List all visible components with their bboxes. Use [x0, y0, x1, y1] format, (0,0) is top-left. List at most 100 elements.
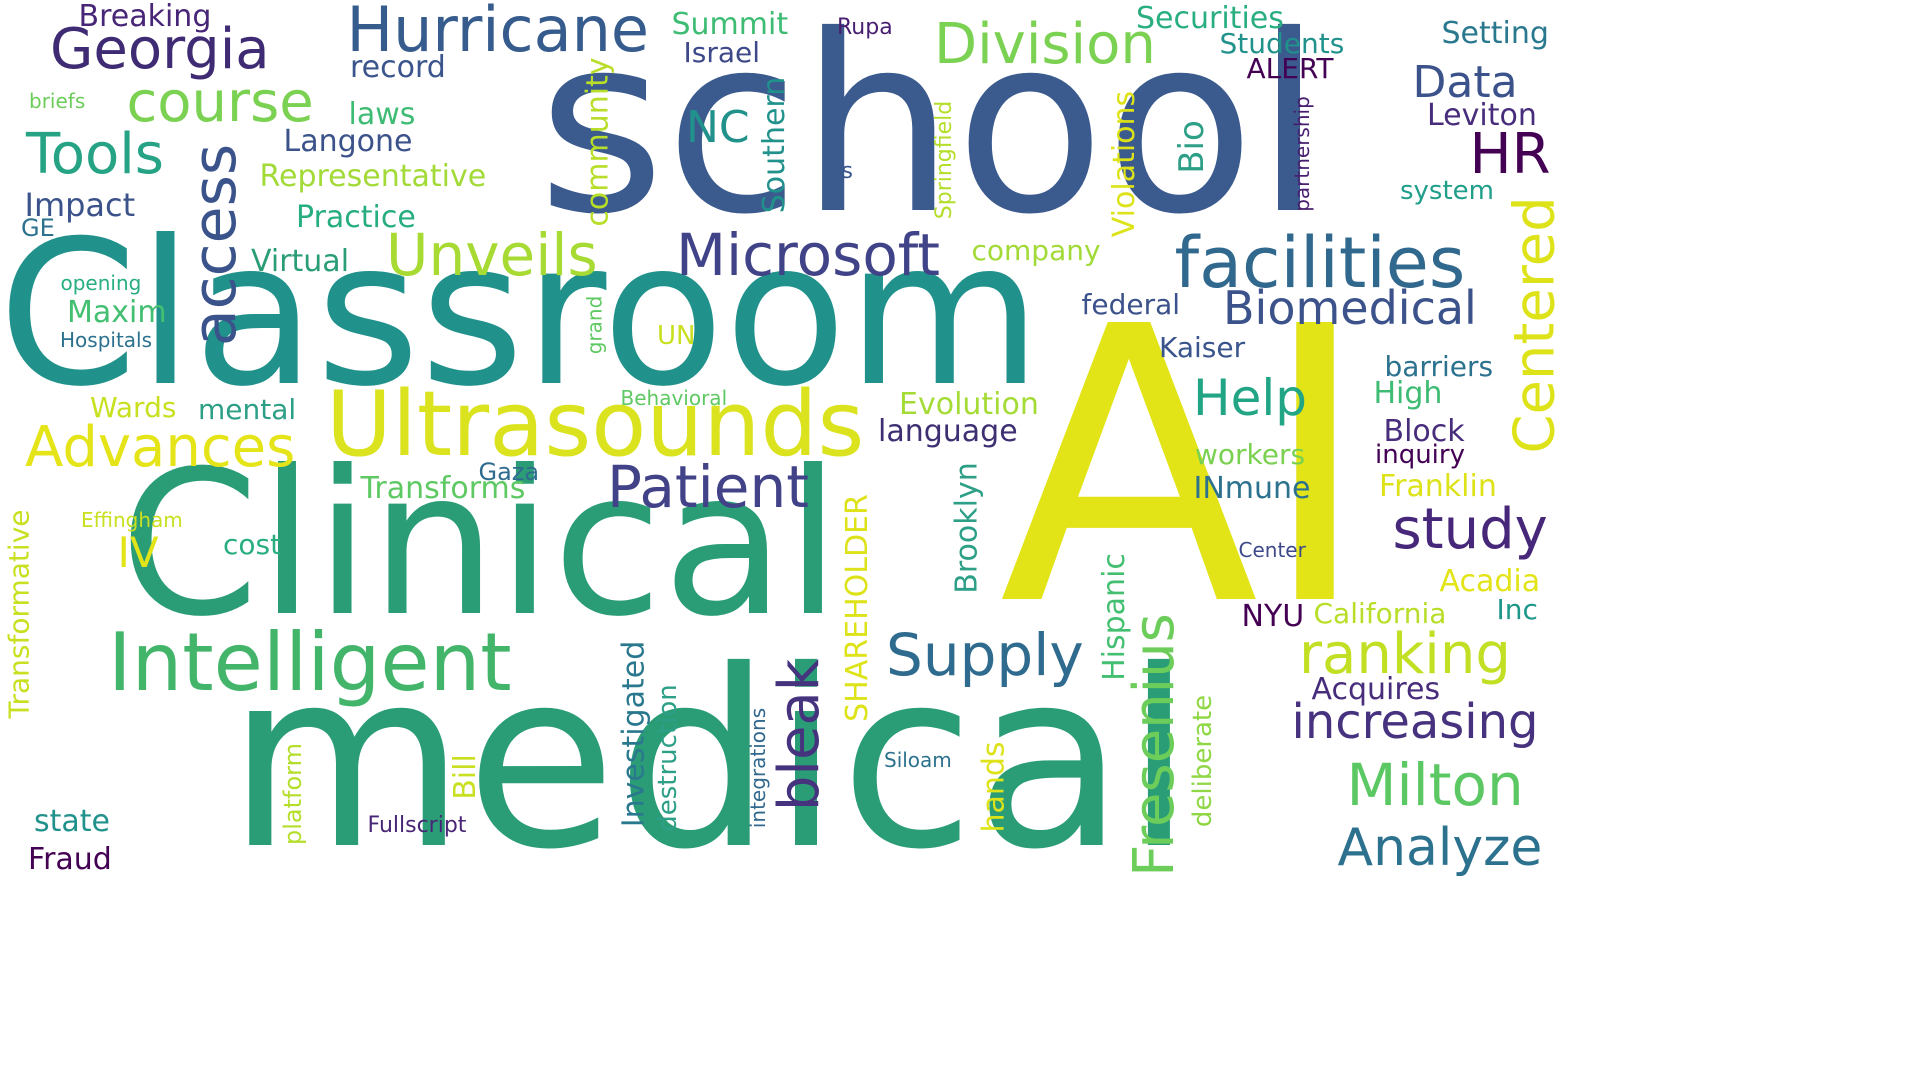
cloud-word: Inc	[1496, 593, 1538, 626]
cloud-word: community	[580, 57, 616, 227]
cloud-word: Supply	[886, 621, 1084, 689]
cloud-word: Intelligent	[108, 616, 512, 709]
cloud-word: Division	[934, 12, 1156, 77]
cloud-word: GE	[21, 214, 55, 242]
cloud-word: Centered	[1502, 196, 1568, 454]
cloud-word: Rupa	[837, 15, 893, 40]
cloud-word: SHAREHOLDER	[839, 494, 875, 722]
cloud-word: INmune	[1193, 471, 1311, 506]
cloud-word: grand	[581, 295, 606, 355]
cloud-word: Analyze	[1337, 818, 1543, 878]
cloud-word: Biomedical	[1223, 281, 1477, 335]
cloud-word: Classroom	[0, 198, 1042, 431]
cloud-word: Gaza	[478, 458, 540, 486]
cloud-word: Block	[1383, 414, 1465, 449]
cloud-word: Breaking	[78, 0, 212, 34]
cloud-word: opening	[60, 271, 142, 295]
cloud-word: Investigated	[615, 640, 651, 828]
cloud-word: company	[971, 234, 1101, 267]
cloud-word: Virtual	[251, 244, 350, 279]
cloud-word: Georgia	[50, 17, 270, 82]
cloud-word: Langone	[283, 124, 413, 159]
cloud-word: Kaiser	[1159, 331, 1246, 364]
cloud-word: platform	[278, 743, 307, 845]
cloud-word: increasing	[1291, 694, 1539, 750]
cloud-word: access	[180, 143, 251, 347]
cloud-word: Acquires	[1311, 672, 1441, 707]
cloud-word: medical	[227, 617, 1193, 883]
cloud-word: Students	[1219, 27, 1345, 60]
cloud-word: facilities	[1174, 222, 1466, 304]
cloud-word: destruction	[652, 684, 683, 832]
cloud-word: Violations	[1107, 90, 1143, 238]
cloud-word: state	[34, 804, 110, 839]
cloud-word: federal	[1081, 288, 1181, 321]
cloud-word: Effingham	[81, 508, 183, 532]
cloud-word: Securities	[1136, 1, 1284, 36]
cloud-word: course	[126, 70, 314, 135]
cloud-word: workers	[1195, 438, 1306, 471]
cloud-word: California	[1313, 597, 1447, 630]
cloud-word: barriers	[1384, 350, 1494, 383]
cloud-word: High	[1373, 376, 1443, 411]
cloud-word: Milton	[1346, 751, 1524, 819]
cloud-word: Microsoft	[676, 221, 940, 289]
cloud-word: Brooklyn	[949, 462, 985, 594]
cloud-word: AI	[999, 246, 1372, 689]
cloud-word: partnership	[1289, 96, 1314, 212]
cloud-word: ranking	[1299, 622, 1511, 687]
cloud-word: Fresenius	[1121, 613, 1187, 877]
cloud-word: study	[1392, 497, 1548, 562]
cloud-word: Franklin	[1379, 469, 1497, 504]
cloud-word: s	[841, 159, 853, 184]
cloud-word: NC	[686, 102, 750, 153]
cloud-word: cost	[223, 528, 282, 561]
cloud-word: Hurricane	[346, 0, 650, 66]
cloud-word: Bio	[1171, 120, 1212, 174]
cloud-word: Data	[1412, 57, 1518, 108]
cloud-word: Transforms	[360, 471, 526, 506]
cloud-word: Southern	[757, 76, 793, 214]
cloud-word: Clinical	[119, 428, 841, 661]
cloud-word: Transformative	[2, 509, 35, 719]
cloud-word: Patient	[607, 453, 809, 521]
word-cloud: AI school Classroom medical Clinical Ultrasou…	[0, 0, 1568, 882]
cloud-word: language	[878, 414, 1018, 449]
cloud-word: Leviton	[1427, 98, 1537, 133]
cloud-word: Behavioral	[620, 386, 728, 410]
cloud-word: mental	[198, 393, 297, 426]
cloud-word: Hispanic	[1096, 553, 1132, 681]
cloud-word: ALERT	[1246, 52, 1334, 85]
cloud-word: integrations	[746, 707, 771, 829]
cloud-word: bleak	[767, 658, 833, 812]
cloud-word: NYU	[1241, 599, 1305, 634]
cloud-word: system	[1400, 176, 1494, 206]
cloud-word: HR	[1469, 122, 1551, 187]
cloud-word: school	[537, 0, 1323, 268]
cloud-word: Tools	[26, 122, 164, 187]
cloud-word: Representative	[259, 159, 487, 194]
cloud-word: Fullscript	[367, 813, 467, 838]
cloud-word: Center	[1238, 538, 1306, 562]
cloud-word: briefs	[29, 89, 86, 113]
cloud-word: Siloam	[884, 748, 952, 772]
cloud-word: Hospitals	[60, 328, 153, 352]
cloud-word: Acadia	[1439, 564, 1541, 599]
cloud-word: Fraud	[28, 842, 112, 877]
cloud-word: inquiry	[1375, 440, 1465, 470]
cloud-word: Practice	[296, 200, 416, 235]
cloud-word: UN	[657, 321, 696, 351]
cloud-word: Unveils	[386, 221, 598, 289]
cloud-word: hands	[976, 741, 1012, 833]
cloud-word: IV	[117, 528, 159, 577]
cloud-word: Impact	[24, 186, 136, 224]
cloud-word: Setting	[1441, 16, 1549, 51]
cloud-word: Evolution	[899, 387, 1039, 422]
cloud-word: Wards	[90, 391, 177, 424]
cloud-word: laws	[348, 97, 416, 132]
cloud-word: Israel	[683, 36, 761, 69]
cloud-word: Summit	[671, 7, 789, 42]
cloud-word: Bill	[447, 754, 483, 800]
cloud-word: Springfield	[932, 100, 958, 220]
cloud-word: deliberate	[1188, 694, 1219, 828]
